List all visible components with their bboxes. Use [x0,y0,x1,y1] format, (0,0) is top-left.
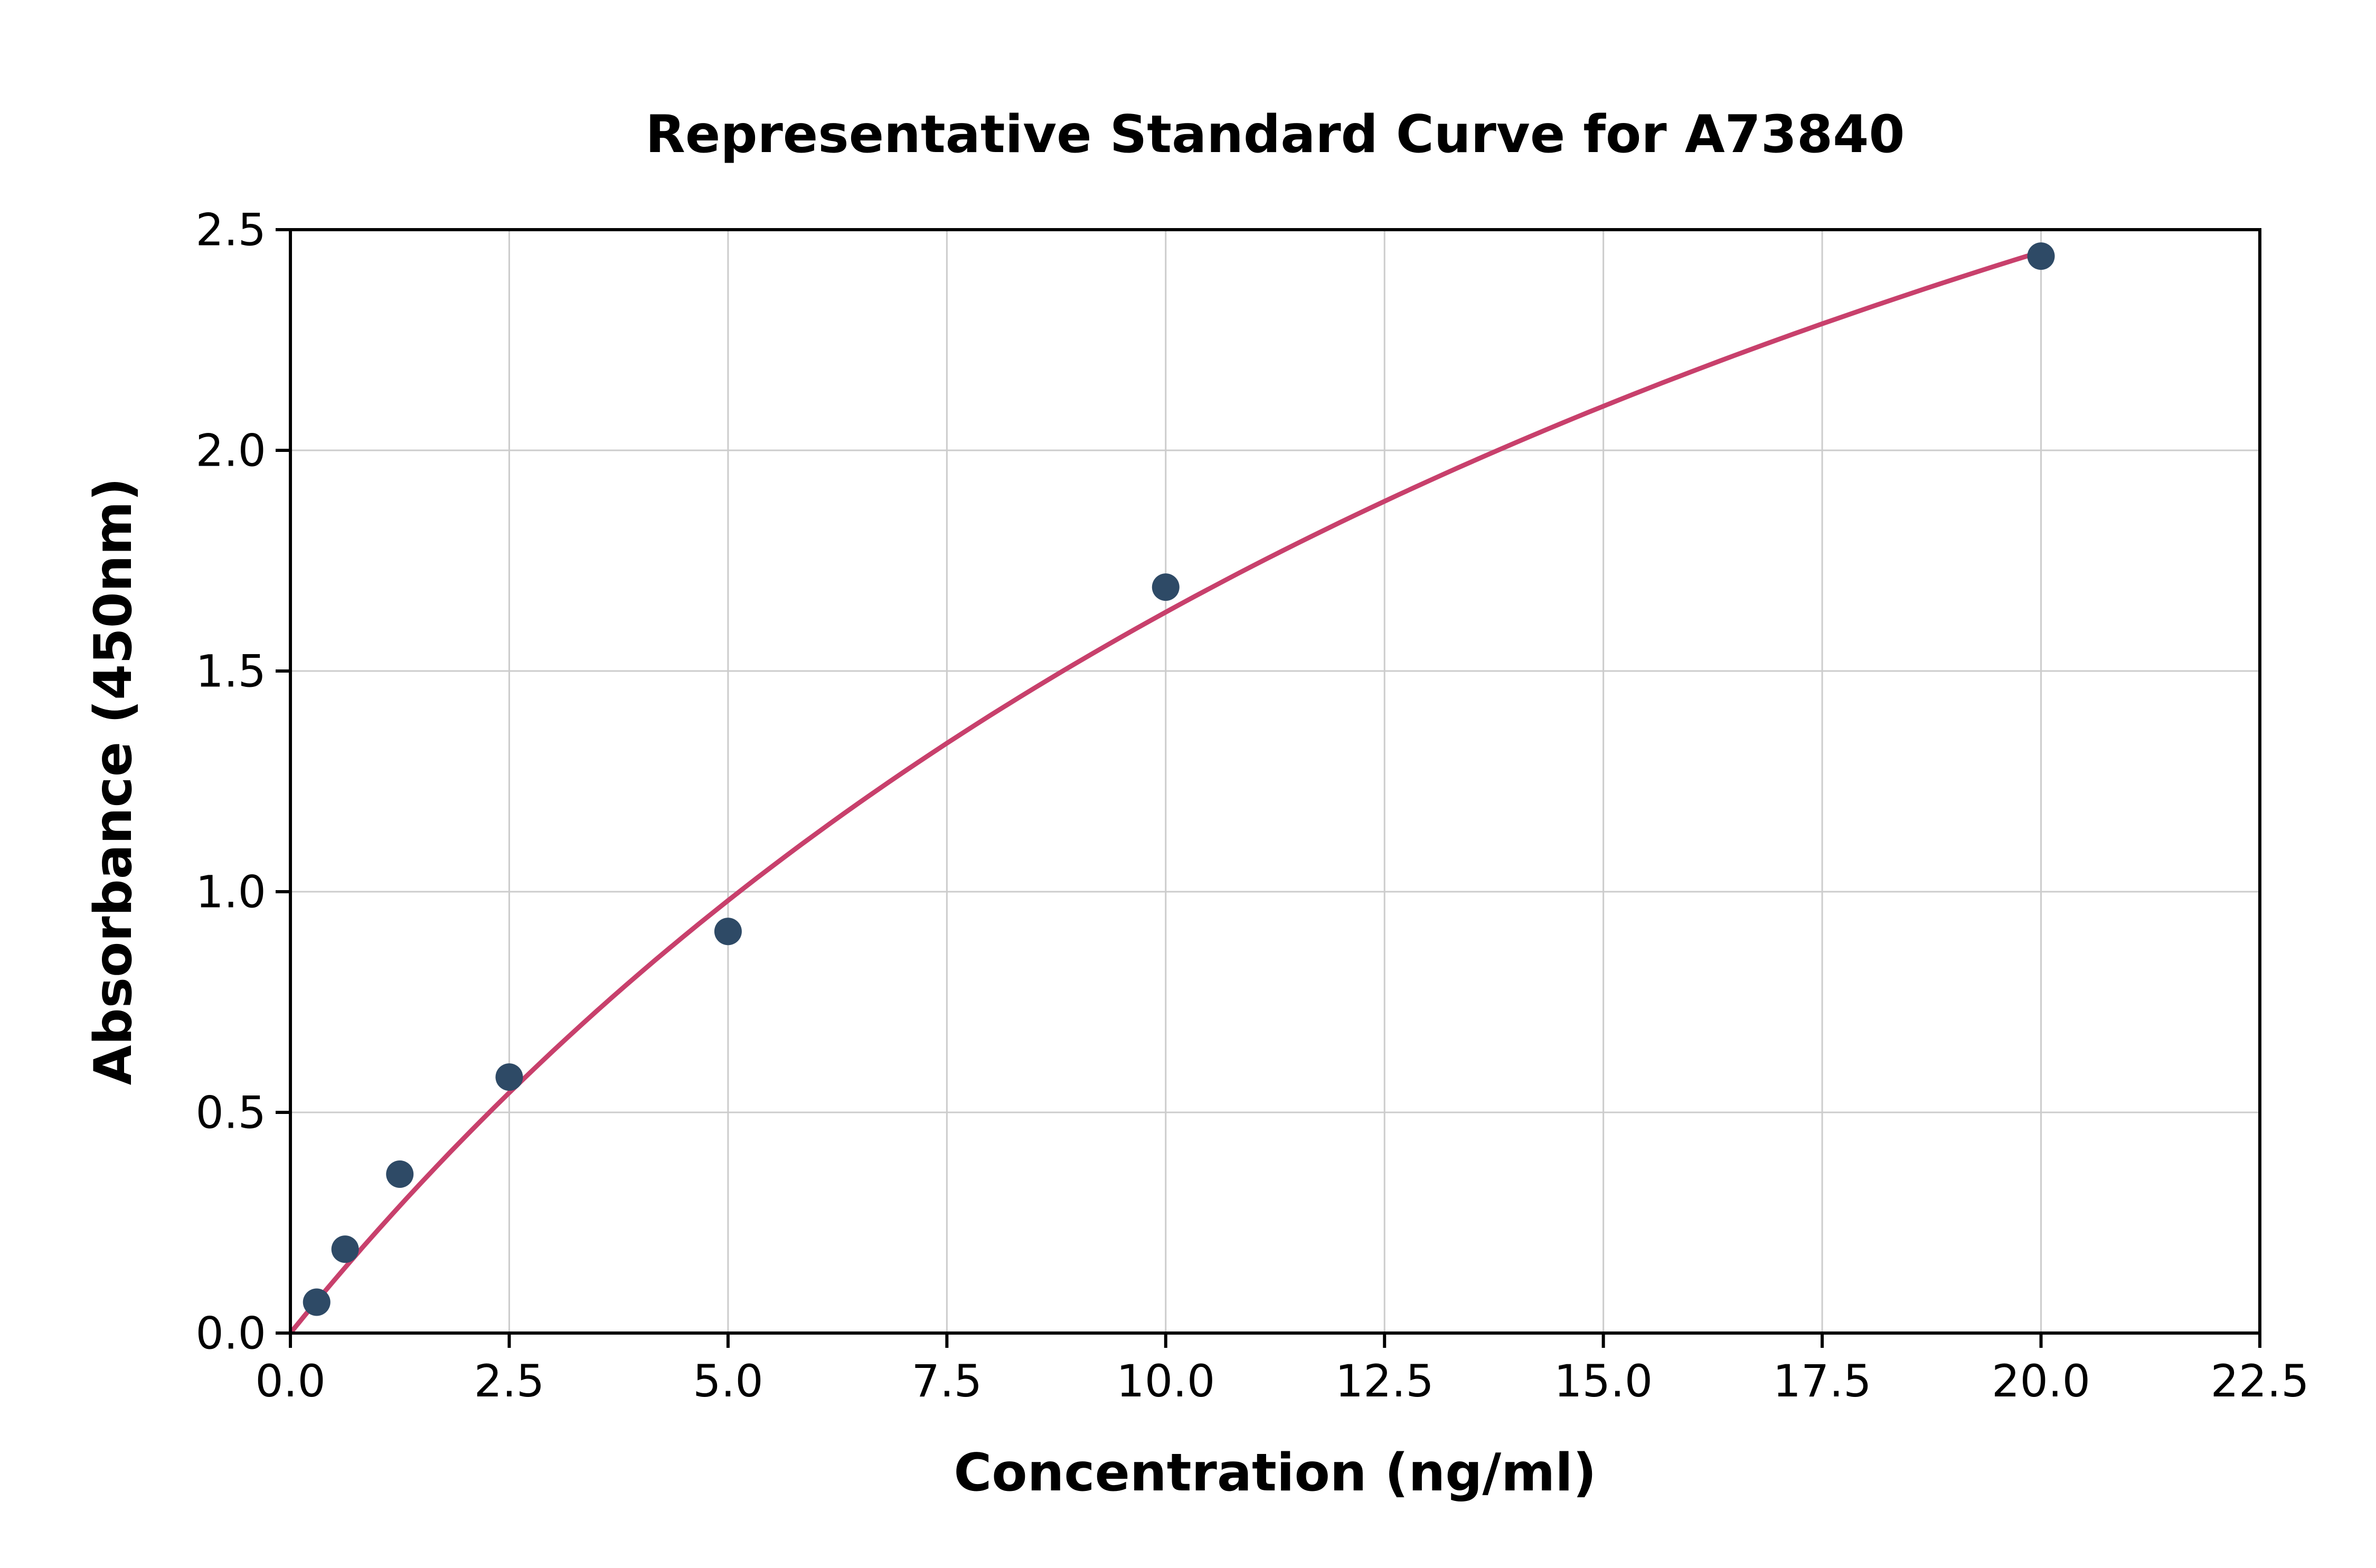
data-point [331,1235,359,1263]
x-tick-label: 2.5 [474,1355,545,1407]
x-tick-label: 10.0 [1116,1355,1215,1407]
data-point [386,1160,414,1188]
fit-curve [288,249,2044,1336]
x-tick-label: 15.0 [1554,1355,1653,1407]
data-point [714,918,742,946]
y-tick-label: 1.0 [195,866,266,918]
y-tick-label: 0.5 [195,1087,266,1138]
x-axis-label: Concentration (ng/ml) [954,1443,1597,1503]
data-point [303,1288,331,1316]
data-point [2027,242,2055,270]
y-tick-label: 0.0 [195,1307,266,1359]
y-axis-label: Absorbance (450nm) [83,477,144,1085]
plot-border [289,228,2261,1335]
x-tick-label: 20.0 [1992,1355,2090,1407]
x-tick-label: 7.5 [912,1355,983,1407]
y-tick-label: 1.5 [195,645,266,697]
x-tick-label: 0.0 [255,1355,326,1407]
y-tick-label: 2.0 [195,424,266,476]
x-tick-label: 17.5 [1773,1355,1872,1407]
x-tick-label: 12.5 [1335,1355,1434,1407]
data-point [1152,573,1180,601]
x-tick-label: 5.0 [693,1355,763,1407]
x-tick-label: 22.5 [2210,1355,2309,1407]
data-point [495,1063,523,1091]
chart-title: Representative Standard Curve for A73840 [645,105,1905,165]
y-tick-label: 2.5 [195,204,266,256]
